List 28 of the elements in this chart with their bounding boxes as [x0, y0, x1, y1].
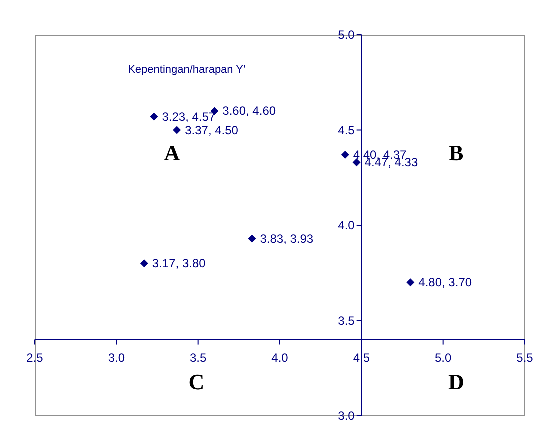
y-tick-label: 3.0 — [338, 409, 356, 423]
x-tick-label: 3.0 — [108, 350, 126, 365]
y-tick-label: 3.5 — [338, 314, 356, 328]
x-tick-label: 4.0 — [272, 350, 289, 365]
x-tick-label: 5.5 — [516, 350, 534, 365]
data-label: 4.80, 3.70 — [418, 276, 472, 290]
y-tick-label: 4.0 — [338, 218, 356, 232]
point — [341, 151, 350, 160]
y-tick-label: 5.0 — [338, 28, 356, 42]
data-label: 3.23, 4.57 — [162, 110, 216, 124]
point — [248, 234, 256, 243]
point — [150, 112, 158, 121]
data-label: 3.60, 4.60 — [222, 104, 276, 118]
annotation: C — [188, 369, 205, 394]
point — [140, 260, 148, 268]
annotation: B — [449, 140, 464, 166]
y-axis-title: Kepentingan/harapan Y' — [128, 64, 246, 76]
point — [173, 126, 182, 134]
data-label: 3.17, 3.80 — [152, 256, 206, 271]
annotation: D — [448, 369, 464, 394]
y-tick-label: 4.5 — [338, 123, 356, 138]
x-tick-label: 5.0 — [434, 350, 452, 365]
annotation: A — [164, 140, 180, 166]
data-label: 3.37, 4.50 — [185, 123, 239, 138]
data-label: 3.83, 3.93 — [260, 232, 314, 246]
point — [406, 278, 415, 287]
x-tick-label: 2.5 — [26, 350, 44, 365]
x-tick-label: 3.5 — [190, 350, 207, 365]
